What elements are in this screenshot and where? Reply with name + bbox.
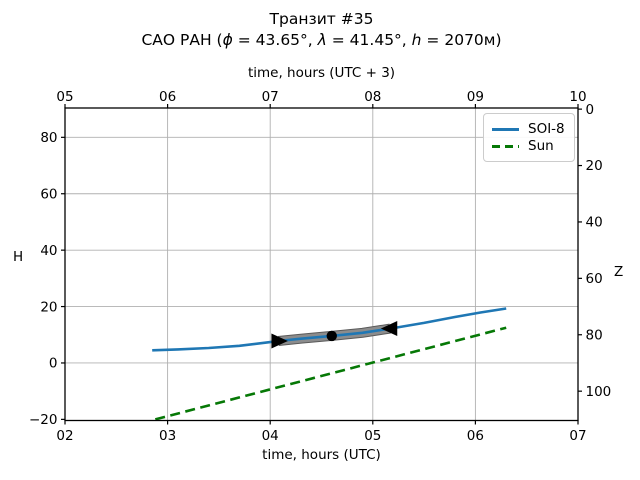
x-tick-label-bottom: 05 [364,428,381,444]
phi-symbol: ϕ [222,31,233,49]
title-block: Транзит #35 САО РАН (ϕ = 43.65°, λ = 41.… [65,9,578,51]
z-tick-label-right: 20 [586,158,603,174]
bottom-axis-label: time, hours (UTC) [262,447,381,463]
left-axis-label: H [13,249,24,265]
legend-label-sun: Sun [528,138,554,154]
sun-line [154,326,507,421]
top-axis-label: time, hours (UTC + 3) [247,65,396,81]
x-tick-label-top: 07 [262,89,279,105]
legend-item-sun: Sun [492,138,565,155]
lambda-symbol: λ [317,31,327,49]
x-tick-label-bottom: 02 [56,428,73,444]
x-tick-label-bottom: 07 [569,428,586,444]
chart-subtitle: САО РАН (ϕ = 43.65°, λ = 41.45°, h = 207… [65,30,578,51]
y-tick-label-left: 40 [40,243,57,259]
h-value: = 2070м) [421,31,502,49]
z-tick-label-right: 100 [586,384,612,400]
z-tick-label-right: 40 [586,215,603,231]
x-tick-label-top: 09 [467,89,484,105]
y-tick-label-left: 80 [40,130,57,146]
legend-item-soi8: SOI-8 [492,121,565,138]
soi8-line [152,307,507,352]
chart-title: Транзит #35 [269,10,374,28]
right-axis-label: Z [614,264,624,280]
transit-center-dot [326,330,337,342]
z-tick-label-right: 80 [586,327,603,343]
x-tick-label-bottom: 03 [159,428,176,444]
h-symbol: h [411,31,422,49]
z-tick-label-right: 60 [586,271,603,287]
y-tick-label-left: 60 [40,186,57,202]
legend-line-sample-soi8 [492,127,519,132]
legend-label-soi8: SOI-8 [528,121,565,137]
plot-border [64,107,579,422]
x-tick-label-bottom: 06 [467,428,484,444]
y-tick-label-left: −20 [29,412,58,428]
transit-end-marker [380,321,398,337]
x-tick-label-top: 05 [56,89,73,105]
x-tick-label-top: 10 [569,89,586,105]
subtitle-prefix: САО РАН ( [141,31,223,49]
x-tick-label-bottom: 04 [262,428,279,444]
x-tick-label-top: 08 [364,89,381,105]
y-tick-label-left: 0 [49,356,58,372]
lambda-value: = 41.45°, [326,31,412,49]
legend: SOI-8 Sun [483,113,575,162]
legend-line-sample-sun [492,144,519,149]
x-tick-label-top: 06 [159,89,176,105]
y-tick-label-left: 20 [40,299,57,315]
phi-value: = 43.65°, [232,31,318,49]
z-tick-label-right: 0 [586,102,595,118]
transit-start-marker [271,333,288,349]
